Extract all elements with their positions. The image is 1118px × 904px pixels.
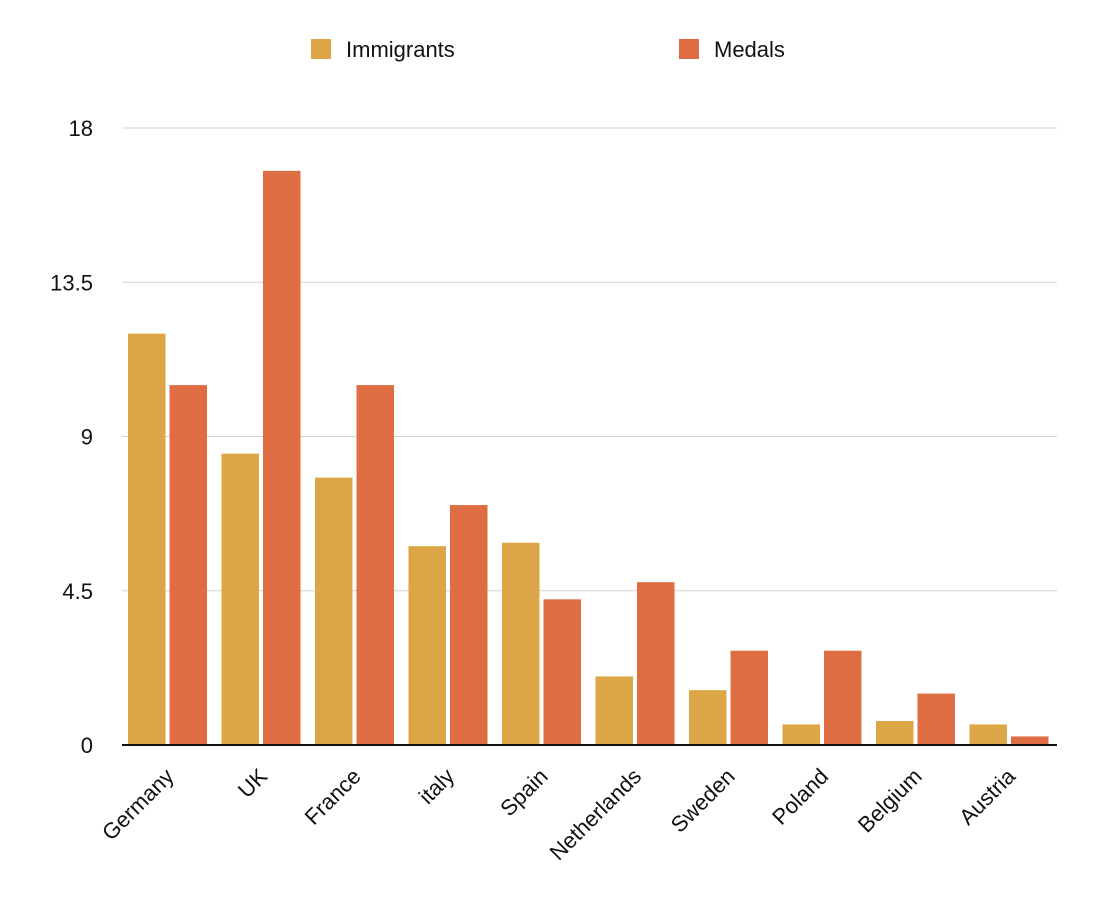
bar-medals-uk: [263, 170, 301, 745]
y-tick-label: 9: [81, 425, 93, 450]
x-category-label: Austria: [954, 763, 1021, 830]
bar-immigrants-netherlands: [595, 676, 633, 745]
x-category-label: France: [300, 764, 366, 830]
y-axis-ticks: 0 4.5 9 13.5 18: [50, 116, 93, 758]
bar-immigrants-austria: [969, 724, 1007, 745]
bar-medals-italy: [450, 505, 488, 745]
bar-medals-netherlands: [637, 582, 675, 745]
y-tick-label: 4.5: [62, 579, 93, 604]
y-tick-label: 18: [69, 116, 93, 141]
y-tick-label: 13.5: [50, 270, 93, 295]
bar-immigrants-italy: [408, 546, 446, 745]
x-category-label: Netherlands: [545, 764, 647, 866]
legend: Immigrants Medals: [311, 37, 785, 62]
bar-immigrants-belgium: [876, 721, 914, 745]
bar-medals-austria: [1011, 736, 1049, 745]
x-category-label: Belgium: [853, 764, 927, 838]
bar-immigrants-france: [315, 477, 353, 745]
bar-immigrants-sweden: [689, 690, 727, 745]
gridlines: [122, 127, 1057, 592]
legend-swatch-immigrants: [311, 39, 331, 59]
bar-immigrants-uk: [221, 453, 259, 745]
x-category-label: italy: [414, 764, 459, 809]
legend-swatch-medals: [679, 39, 699, 59]
bars: [128, 170, 1049, 745]
bar-medals-france: [356, 385, 394, 745]
x-category-label: UK: [233, 763, 273, 803]
x-category-label: Spain: [495, 764, 552, 821]
x-category-label: Germany: [97, 764, 179, 846]
bar-immigrants-poland: [782, 724, 820, 745]
x-category-label: Sweden: [666, 764, 740, 838]
bar-medals-belgium: [917, 693, 955, 745]
bar-immigrants-spain: [502, 542, 540, 745]
legend-label-medals: Medals: [714, 37, 785, 62]
bar-medals-sweden: [730, 650, 768, 745]
bar-medals-germany: [169, 385, 207, 745]
bar-medals-poland: [824, 650, 862, 745]
legend-label-immigrants: Immigrants: [346, 37, 455, 62]
x-category-label: Poland: [767, 764, 833, 830]
bar-immigrants-germany: [128, 333, 166, 745]
y-tick-label: 0: [81, 733, 93, 758]
bar-medals-spain: [543, 599, 581, 745]
